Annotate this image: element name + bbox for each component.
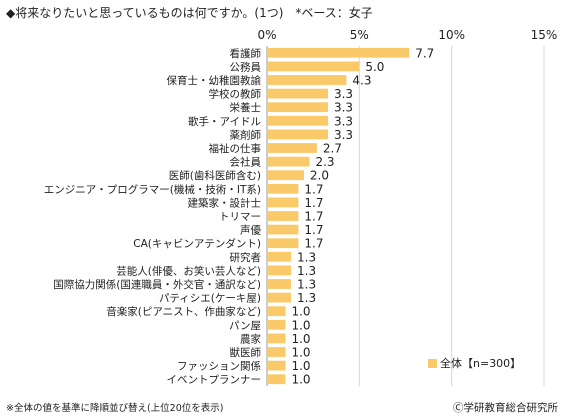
- bar: [267, 102, 328, 113]
- category-label: 学校の教師: [209, 88, 262, 101]
- bar: [267, 197, 299, 208]
- bar: [267, 265, 292, 276]
- category-label: 薬剤師: [230, 128, 262, 141]
- value-label: 3.3: [334, 114, 353, 128]
- bar: [267, 374, 286, 385]
- bar: [267, 224, 299, 235]
- value-label: 1.7: [304, 237, 323, 251]
- bar: [267, 170, 304, 181]
- legend-swatch: [428, 358, 437, 368]
- category-label: 獣医師: [230, 346, 262, 359]
- category-label: エンジニア・プログラマー(機械・技術・IT系): [44, 183, 261, 196]
- bar: [267, 360, 286, 371]
- bar: [267, 279, 292, 289]
- category-label: 会社員: [230, 156, 262, 169]
- value-label: 2.3: [315, 155, 334, 169]
- category-label: パン屋: [229, 320, 261, 332]
- bar: [267, 306, 286, 317]
- bar: [267, 47, 410, 58]
- legend-label: 全体【n=300】: [440, 357, 522, 370]
- value-label: 2.0: [310, 169, 329, 183]
- value-label: 1.0: [291, 332, 310, 346]
- value-label: 4.3: [352, 74, 371, 88]
- bar: [267, 211, 299, 221]
- value-label: 3.3: [334, 87, 353, 101]
- category-label: 看護師: [230, 47, 262, 60]
- value-label: 1.3: [297, 278, 316, 292]
- category-label: 農家: [240, 332, 261, 345]
- chart-title: ◆将来なりたいと思っているものは何ですか。(1つ) *ベース：女子: [6, 6, 373, 20]
- value-label: 5.0: [365, 60, 384, 74]
- bar: [267, 75, 347, 85]
- value-label: 1.3: [297, 250, 316, 264]
- category-label: 音楽家(ピアニスト、作曲家など): [106, 305, 261, 318]
- x-tick-label: 5%: [350, 28, 369, 42]
- category-label: 芸能人(俳優、お笑い芸人など): [116, 264, 261, 277]
- value-label: 1.0: [291, 318, 310, 332]
- value-label: 3.3: [334, 128, 353, 142]
- bar: [267, 129, 328, 140]
- legend: 全体【n=300】: [428, 355, 521, 371]
- category-label: ファッション関係: [177, 361, 261, 373]
- value-label: 2.7: [323, 142, 342, 156]
- category-label: 公務員: [230, 60, 262, 73]
- value-label: 1.7: [304, 182, 323, 196]
- bar: [267, 251, 292, 262]
- footnote: ※全体の値を基準に降順並び替え(上位20位を表示): [6, 403, 224, 414]
- bar: [267, 61, 360, 72]
- category-label: 歌手・アイドル: [188, 115, 261, 128]
- copyright-credit: Ⓒ学研教育総合研究所: [453, 402, 558, 414]
- category-label: 医師(歯科医師含む): [169, 169, 261, 182]
- category-label: パティシエ(ケーキ屋): [159, 293, 261, 305]
- bar: [267, 333, 286, 344]
- x-tick-label: 15%: [531, 28, 558, 42]
- category-label: 保育士・幼稚園教諭: [167, 74, 262, 87]
- bar: [267, 115, 328, 126]
- category-label: 研究者: [230, 251, 262, 264]
- value-label: 1.0: [291, 373, 310, 387]
- value-label: 1.7: [304, 196, 323, 210]
- x-tick-label: 0%: [257, 28, 276, 42]
- category-label: 栄養士: [230, 101, 262, 114]
- bar: [267, 143, 317, 153]
- category-label: イベントプランナー: [167, 374, 262, 386]
- bar: [267, 88, 328, 99]
- bar: [267, 238, 299, 249]
- bar: [267, 292, 292, 303]
- category-label: トリマー: [219, 211, 261, 223]
- bar: [267, 156, 310, 167]
- bar: [267, 183, 299, 194]
- category-label: 建築家・設計士: [188, 196, 262, 209]
- value-label: 1.7: [304, 223, 323, 237]
- x-tick-label: 10%: [438, 28, 465, 42]
- value-label: 1.0: [291, 359, 310, 373]
- category-label: 声優: [240, 224, 261, 237]
- bar: [267, 319, 286, 330]
- value-label: 3.3: [334, 101, 353, 115]
- category-label: 国際協力関係(国連職員・外交官・通訳など): [53, 278, 261, 291]
- value-label: 7.7: [415, 46, 434, 60]
- value-label: 1.3: [297, 291, 316, 305]
- bar: [267, 347, 286, 357]
- value-label: 1.3: [297, 264, 316, 278]
- category-label: CA(キャビンアテンダント): [133, 237, 261, 250]
- value-label: 1.0: [291, 346, 310, 360]
- value-label: 1.0: [291, 305, 310, 319]
- value-label: 1.7: [304, 210, 323, 224]
- category-label: 福祉の仕事: [209, 142, 262, 155]
